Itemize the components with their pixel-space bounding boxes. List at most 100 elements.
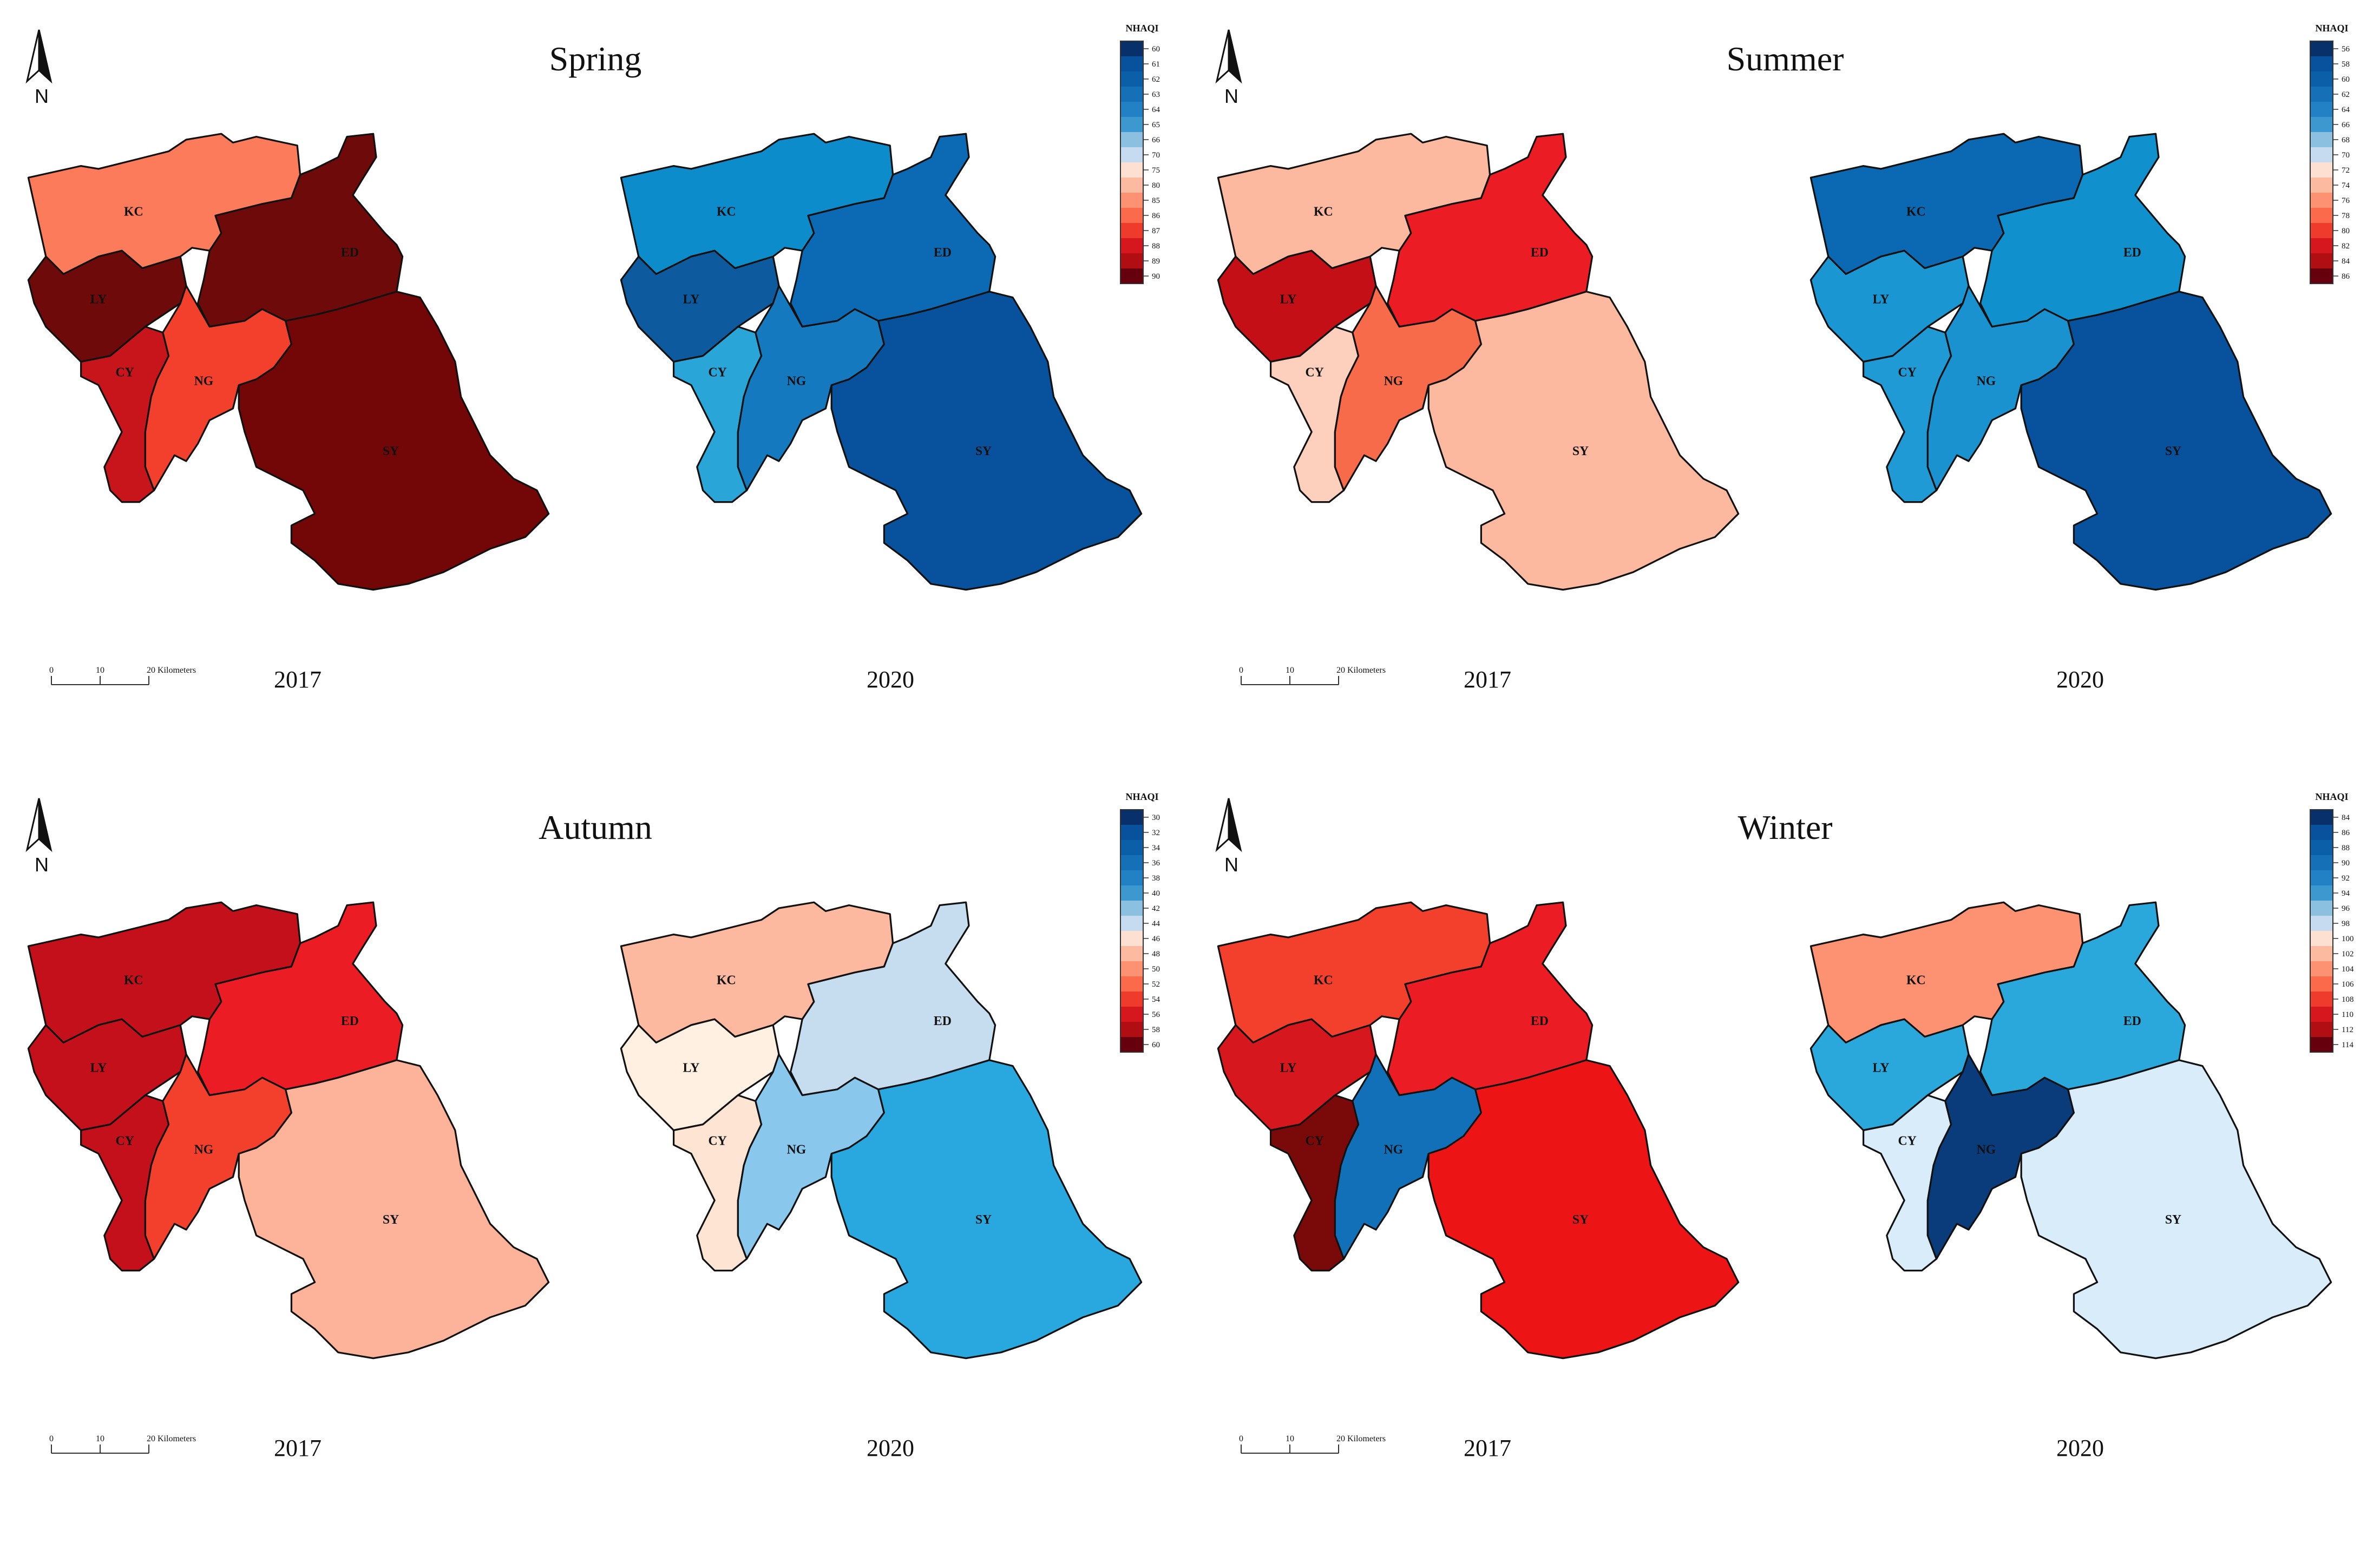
north-arrow-icon: N	[25, 798, 53, 876]
legend-swatch	[2310, 1007, 2333, 1022]
district-label-ed: ED	[1531, 246, 1549, 260]
district-label-kc: KC	[717, 205, 736, 219]
legend-tick-label: 108	[2342, 995, 2354, 1004]
north-label: N	[1224, 85, 1238, 107]
legend-tick-label: 60	[2342, 75, 2350, 84]
scale-label: 10	[96, 666, 104, 675]
legend-tick-label: 88	[1152, 242, 1160, 251]
district-ng	[1334, 285, 1483, 491]
scale-label: 0	[49, 1434, 54, 1443]
legend-swatch	[1120, 870, 1143, 885]
legend-tick-label: 64	[1152, 106, 1161, 114]
district-label-sy: SY	[383, 1213, 399, 1227]
legend-tick-label: 98	[2342, 920, 2350, 928]
legend-tick-label: 52	[1152, 980, 1160, 989]
year-label: 2017	[1464, 1435, 1511, 1461]
legend-tick-label: 60	[1152, 45, 1160, 54]
district-label-cy: CY	[1898, 365, 1916, 379]
legend-tick-label: 85	[1152, 196, 1160, 205]
district-ly	[1809, 250, 1970, 363]
district-sy	[830, 291, 1143, 591]
district-map-2017: KC LY ED CY NG SY	[27, 901, 550, 1360]
legend-tick-label: 30	[1152, 813, 1160, 822]
legend-swatch	[1120, 1037, 1143, 1052]
legend-swatch	[1120, 193, 1143, 208]
district-ly	[1217, 250, 1377, 363]
legend-swatch	[1120, 916, 1143, 931]
year-label: 2020	[2056, 1435, 2104, 1461]
legend-swatch	[2310, 976, 2333, 992]
legend-tick-label: 36	[1152, 859, 1161, 868]
north-arrow-left-half	[25, 798, 40, 852]
district-ng	[144, 285, 293, 491]
legend-swatch	[1120, 253, 1143, 268]
district-label-ly: LY	[683, 292, 700, 306]
legend-tick-label: 64	[2342, 106, 2350, 114]
legend-tick-label: 84	[2342, 813, 2350, 822]
legend-tick-label: 70	[1152, 151, 1160, 160]
district-label-ng: NG	[787, 1143, 807, 1157]
legend-tick-label: 86	[1152, 212, 1161, 220]
legend-swatch	[2310, 885, 2333, 901]
district-label-cy: CY	[1305, 1134, 1323, 1148]
legend-tick-label: 89	[1152, 257, 1160, 266]
district-label-kc: KC	[124, 205, 143, 219]
district-label-ed: ED	[341, 1014, 359, 1028]
legend-swatch	[1120, 931, 1143, 946]
legend-tick-label: 58	[2342, 60, 2350, 69]
legend-swatch	[1120, 1022, 1143, 1037]
district-label-ng: NG	[1977, 1143, 1996, 1157]
north-label: N	[35, 85, 49, 107]
legend-swatch	[2310, 132, 2333, 147]
district-ly	[1809, 1018, 1970, 1132]
scale-label: 0	[1239, 1434, 1243, 1443]
north-label: N	[1224, 853, 1238, 876]
district-label-ly: LY	[683, 1061, 700, 1075]
scale-bar: 0 10 20 Kilometers	[1239, 1434, 1386, 1454]
legend-swatch	[2310, 870, 2333, 885]
district-ly	[27, 250, 187, 363]
legend-swatch	[2310, 102, 2333, 117]
legend-swatch	[2310, 1037, 2333, 1052]
legend-tick-label: 66	[1152, 136, 1161, 145]
north-arrow-left-half	[1215, 798, 1230, 852]
district-label-ed: ED	[934, 246, 952, 260]
legend-swatch	[1120, 976, 1143, 992]
district-ng	[1334, 1053, 1483, 1260]
district-map-2017: KC LY ED CY NG SY	[1217, 901, 1740, 1360]
legend-tick-label: 54	[1152, 995, 1161, 1004]
legend-tick-label: 74	[2342, 181, 2350, 190]
north-label: N	[35, 853, 49, 876]
season-title: Summer	[1727, 40, 1844, 78]
district-ly	[27, 1018, 187, 1132]
legend-tick-label: 65	[1152, 121, 1160, 129]
district-label-sy: SY	[1572, 444, 1589, 458]
legend-tick-label: 94	[2342, 889, 2350, 898]
legend-tick-label: 34	[1152, 844, 1161, 852]
district-label-cy: CY	[708, 1134, 726, 1148]
north-arrow-left-half	[25, 29, 40, 84]
district-sy	[1427, 1059, 1740, 1360]
legend-tick-label: 63	[1152, 90, 1160, 99]
scale-label: 20 Kilometers	[1336, 1434, 1386, 1443]
legend-swatch	[1120, 885, 1143, 901]
district-label-kc: KC	[124, 973, 143, 987]
district-map-2020: KC LY ED CY NG SY	[1809, 133, 2332, 591]
legend-swatch	[1120, 810, 1143, 825]
year-label: 2017	[274, 1435, 322, 1461]
legend-swatch	[1120, 1007, 1143, 1022]
district-ly	[1217, 1018, 1377, 1132]
district-label-cy: CY	[708, 365, 726, 379]
legend-tick-label: 50	[1152, 965, 1160, 974]
legend-swatch	[2310, 71, 2333, 87]
legend-tick-label: 104	[2342, 965, 2354, 974]
season-title: Spring	[549, 40, 642, 78]
district-label-ed: ED	[934, 1014, 952, 1028]
north-arrow-right-half	[1228, 29, 1242, 84]
year-label: 2017	[1464, 666, 1511, 693]
district-sy	[2020, 291, 2332, 591]
legend-swatch	[1120, 855, 1143, 870]
legend-tick-label: 82	[2342, 242, 2350, 251]
legend-swatch	[1120, 961, 1143, 976]
